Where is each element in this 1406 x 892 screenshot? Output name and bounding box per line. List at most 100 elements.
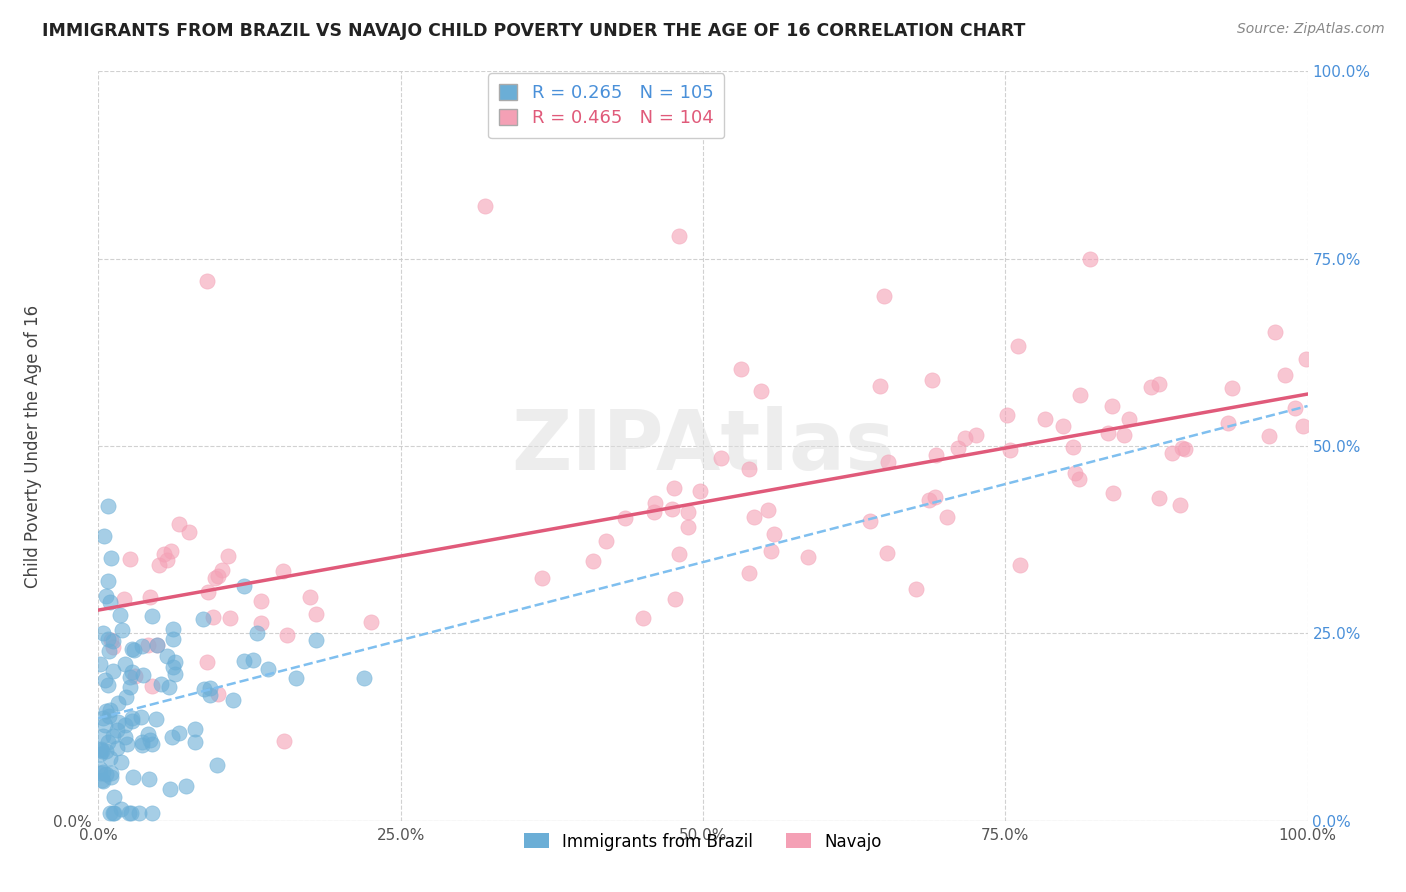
Point [749, 384, 772, 398]
Point [98, 806, 121, 821]
Point [101, 640, 124, 655]
Point [1064, 466, 1087, 480]
Point [631, 611, 654, 625]
Point [159, 680, 181, 694]
Point [90, 744, 112, 758]
Point [305, 607, 328, 621]
Point [103, 806, 125, 821]
Point [89, 747, 111, 761]
Point [114, 690, 136, 705]
Point [131, 667, 153, 681]
Point [250, 615, 273, 630]
Point [946, 441, 969, 455]
Point [121, 770, 143, 784]
Point [205, 757, 228, 772]
Point [163, 655, 186, 669]
Point [1101, 399, 1123, 413]
Point [191, 612, 214, 626]
Point [110, 755, 132, 769]
Point [121, 714, 143, 728]
Point [676, 519, 699, 533]
Point [128, 806, 150, 821]
Point [1147, 491, 1170, 505]
Point [122, 643, 145, 657]
Point [162, 660, 184, 674]
Point [131, 738, 153, 752]
Point [1114, 428, 1136, 442]
Point [118, 552, 141, 566]
Point [207, 568, 229, 582]
Point [101, 664, 124, 678]
Point [162, 623, 184, 637]
Point [1216, 416, 1239, 430]
Point [96, 744, 118, 758]
Point [305, 633, 328, 648]
Point [644, 496, 666, 510]
Point [148, 558, 170, 572]
Point [94, 705, 117, 719]
Point [101, 634, 124, 648]
Point [105, 723, 128, 738]
Point [141, 737, 163, 751]
Point [661, 502, 683, 516]
Point [141, 609, 163, 624]
Point [100, 765, 122, 780]
Point [762, 527, 785, 541]
Point [643, 505, 665, 519]
Point [121, 665, 143, 679]
Point [159, 781, 181, 796]
Point [221, 692, 243, 706]
Point [797, 550, 820, 565]
Point [100, 633, 122, 648]
Point [184, 723, 207, 737]
Point [176, 779, 198, 793]
Point [138, 590, 160, 604]
Point [474, 199, 496, 213]
Point [111, 623, 134, 637]
Point [145, 638, 167, 652]
Point [129, 709, 152, 723]
Point [141, 806, 163, 821]
Text: IMMIGRANTS FROM BRAZIL VS NAVAJO CHILD POVERTY UNDER THE AGE OF 16 CORRELATION C: IMMIGRANTS FROM BRAZIL VS NAVAJO CHILD P… [42, 22, 1025, 40]
Point [1147, 377, 1170, 392]
Point [160, 730, 183, 744]
Point [165, 666, 187, 681]
Point [121, 711, 143, 725]
Point [207, 688, 229, 702]
Point [200, 688, 222, 702]
Point [285, 671, 308, 685]
Point [136, 727, 159, 741]
Point [353, 672, 375, 686]
Point [136, 639, 159, 653]
Point [664, 592, 686, 607]
Text: ZIPAtlas: ZIPAtlas [510, 406, 896, 486]
Point [97, 678, 120, 692]
Point [179, 524, 201, 539]
Point [1174, 442, 1197, 456]
Point [298, 590, 321, 604]
Point [91, 773, 114, 788]
Point [90, 772, 112, 787]
Point [118, 670, 141, 684]
Point [167, 726, 190, 740]
Point [156, 553, 179, 567]
Point [107, 696, 129, 710]
Point [131, 639, 153, 653]
Point [89, 657, 111, 672]
Point [924, 490, 946, 504]
Point [103, 790, 125, 805]
Point [211, 563, 233, 577]
Point [1067, 472, 1090, 486]
Point [162, 632, 184, 647]
Point [110, 802, 132, 816]
Point [1062, 440, 1084, 454]
Point [167, 516, 190, 531]
Point [91, 625, 114, 640]
Point [1140, 380, 1163, 394]
Point [918, 493, 941, 508]
Point [93, 529, 115, 543]
Point [89, 762, 111, 776]
Point [98, 594, 121, 608]
Point [242, 653, 264, 667]
Point [256, 662, 278, 676]
